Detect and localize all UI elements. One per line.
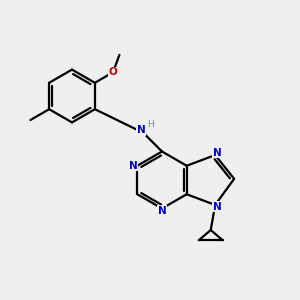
Text: N: N [136,125,145,135]
Text: N: N [129,161,137,171]
Text: N: N [213,202,221,212]
Text: N: N [158,206,167,216]
Text: O: O [109,67,117,77]
Text: N: N [213,148,221,158]
Text: H: H [148,120,154,129]
